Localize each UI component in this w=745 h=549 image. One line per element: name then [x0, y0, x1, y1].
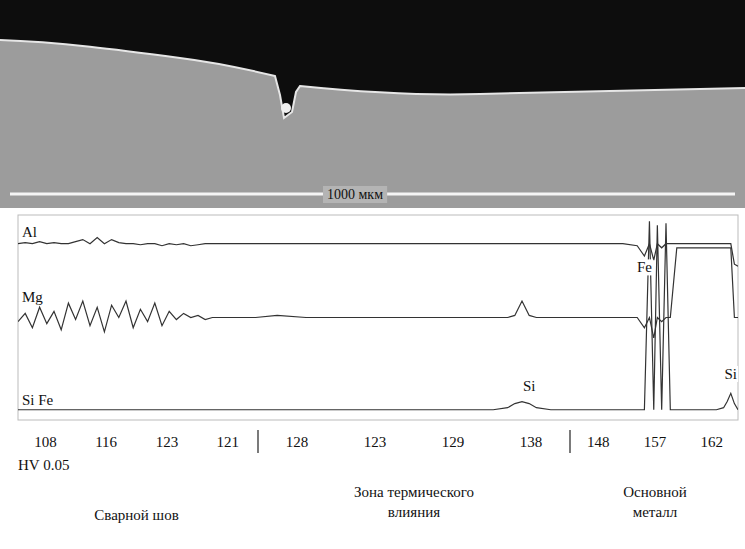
annotations: Fe Si Si [522, 259, 738, 394]
zone-label-line: Сварной шов [94, 507, 179, 523]
label-bg [21, 392, 55, 408]
hardness-value: 116 [95, 434, 117, 450]
micrograph: 1000 мкм [0, 0, 745, 208]
surface-edge [0, 40, 745, 118]
hardness-label: HV 0.05 [18, 457, 69, 473]
annotation: Si [725, 366, 738, 382]
hardness-value: 138 [520, 434, 543, 450]
annotation-bg [522, 378, 537, 394]
traces [18, 221, 738, 410]
pore [281, 103, 291, 113]
metal-section [0, 40, 745, 208]
hardness-value: 123 [364, 434, 387, 450]
trace-line [18, 248, 738, 338]
hardness-value: 128 [286, 434, 309, 450]
scale-bar-label: 1000 мкм [327, 187, 383, 202]
zone-label: Зона термического влияния [354, 484, 474, 520]
hardness-value: 108 [34, 434, 57, 450]
hardness: 108 116 123 121 Сварной шов 128 123 129 138 Зона … [18, 430, 723, 523]
trace-line [18, 238, 738, 267]
hardness-value: 148 [587, 434, 610, 450]
zone-label-line: влияния [388, 504, 440, 520]
trace-labels: Al Mg Si Fe [21, 224, 55, 408]
hardness-value: 121 [216, 434, 239, 450]
annotation-bg [636, 259, 653, 275]
zone-label-line: Зона термического [354, 484, 474, 500]
trace-label: Si Fe [22, 392, 54, 408]
label-bg [21, 224, 38, 240]
zone-divider [569, 430, 570, 453]
plot-frame [18, 215, 738, 420]
label-bg [21, 289, 44, 305]
scale-bar-label-bg [323, 186, 387, 203]
zone-label: Сварной шов [94, 507, 179, 523]
annotation: Si [523, 378, 536, 394]
zone-divider [257, 430, 258, 453]
zone-label: Основной металл [623, 484, 687, 520]
trace-line [18, 221, 738, 410]
hardness-value: 123 [156, 434, 179, 450]
micrograph-background [0, 0, 745, 208]
figure: 1000 мкм Al Mg Si Fe Fe Si Si 108 116 123 121 Сварн… [0, 0, 745, 549]
zone-label-line: Основной [623, 484, 687, 500]
trace-label: Al [22, 224, 37, 240]
trace-label: Mg [22, 289, 43, 305]
zone-label-line: металл [633, 504, 678, 520]
hardness-value: 157 [644, 434, 667, 450]
hardness-value: 162 [700, 434, 723, 450]
hardness-value: 129 [442, 434, 465, 450]
annotation: Fe [637, 259, 652, 275]
annotation-bg [724, 366, 739, 382]
